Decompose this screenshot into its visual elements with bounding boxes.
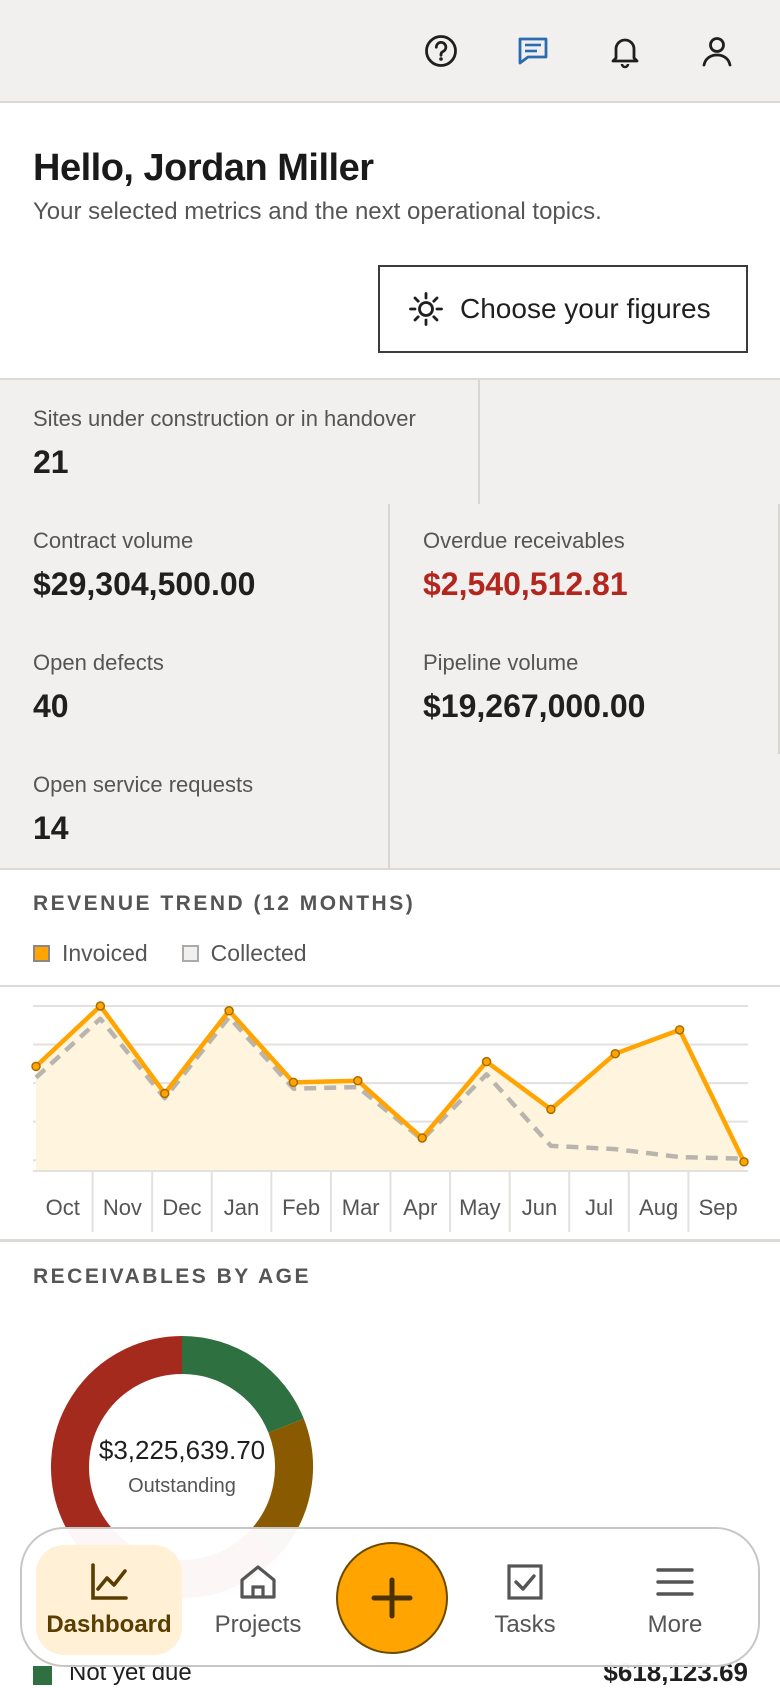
account-icon[interactable]: [694, 28, 740, 74]
nav-projects[interactable]: Projects: [185, 1545, 331, 1655]
nav-dashboard[interactable]: Dashboard: [36, 1545, 182, 1655]
metric-divider: [478, 380, 480, 504]
page-title: Hello, Jordan Miller: [33, 147, 374, 189]
metric-sites[interactable]: Sites under construction or in handover …: [33, 406, 416, 481]
x-tick-label: Sep: [699, 1195, 738, 1220]
donut-segment[interactable]: [181, 1336, 304, 1434]
x-tick-label: Jun: [522, 1195, 557, 1220]
top-app-bar: [0, 0, 780, 103]
invoiced-series-line: [34, 1003, 747, 1163]
invoiced-point: [159, 1088, 170, 1099]
nav-label: Dashboard: [46, 1611, 172, 1638]
notifications-bell-icon[interactable]: [602, 28, 648, 74]
invoiced-point: [353, 1075, 363, 1086]
metric-label: Overdue receivables: [423, 528, 625, 553]
metric-label: Contract volume: [33, 528, 194, 553]
metric-divider: [388, 504, 390, 870]
settings-sun-icon: [409, 292, 443, 326]
home-icon: [240, 1565, 276, 1599]
menu-icon: [656, 1568, 694, 1596]
invoiced-point: [674, 1025, 685, 1035]
metric-overdue-receivables[interactable]: Overdue receivables $2,540,512.81: [423, 528, 628, 603]
create-fab-button[interactable]: [336, 1542, 448, 1654]
metric-label: Open defects: [33, 650, 164, 675]
bottom-navigation: Dashboard Projects Tasks More: [20, 1527, 760, 1667]
x-tick-label: Oct: [46, 1195, 80, 1220]
choose-figures-button[interactable]: Choose your figures: [378, 265, 748, 353]
invoiced-point: [481, 1056, 492, 1067]
invoiced-point: [224, 1006, 234, 1016]
metric-value: 40: [33, 688, 69, 724]
donut-total-label: Outstanding: [128, 1475, 236, 1497]
revenue-trend-card: REVENUE TREND (12 MONTHS) Invoiced Colle…: [0, 870, 780, 1242]
x-tick-label: Apr: [403, 1195, 437, 1220]
x-tick-label: Jul: [585, 1195, 613, 1220]
invoiced-area: [36, 1006, 744, 1171]
messages-icon[interactable]: [510, 28, 556, 74]
legend-invoiced[interactable]: Invoiced: [33, 940, 148, 967]
legend-swatch-invoiced: [33, 945, 50, 962]
legend-collected[interactable]: Collected: [181, 940, 307, 967]
metric-value: $19,267,000.00: [423, 688, 646, 724]
plus-icon: [371, 1577, 413, 1619]
nav-label: More: [647, 1611, 703, 1638]
metric-value: $29,304,500.00: [33, 566, 256, 602]
page-subtitle: Your selected metrics and the next opera…: [33, 198, 602, 225]
invoiced-point: [739, 1157, 749, 1167]
choose-figures-label: Choose your figures: [460, 293, 711, 324]
invoiced-point: [546, 1104, 556, 1115]
legend-swatch-collected: [181, 945, 199, 962]
legend-label: Invoiced: [62, 940, 148, 966]
nav-label: Projects: [214, 1611, 302, 1638]
checkbox-icon: [507, 1564, 543, 1600]
invoiced-point: [417, 1133, 427, 1143]
x-tick-label: May: [459, 1195, 501, 1220]
x-tick-label: Dec: [162, 1195, 201, 1220]
invoiced-point: [31, 1061, 41, 1072]
nav-tasks[interactable]: Tasks: [452, 1545, 598, 1655]
x-tick-label: Aug: [639, 1195, 678, 1220]
x-tick-label: Jan: [224, 1195, 259, 1220]
x-tick-label: Feb: [282, 1195, 320, 1220]
nav-label: Tasks: [494, 1611, 556, 1638]
metric-label: Open service requests: [33, 772, 254, 797]
invoiced-point: [610, 1048, 621, 1059]
chart-legend: Invoiced Collected: [33, 940, 307, 967]
invoiced-point: [288, 1077, 299, 1088]
x-tick-label: Nov: [103, 1195, 142, 1220]
legend-label: Collected: [210, 940, 307, 966]
metric-value: 21: [33, 444, 69, 480]
metric-label: Sites under construction or in handover: [33, 406, 416, 431]
metric-divider: [778, 504, 780, 754]
metric-open-defects[interactable]: Open defects 40: [33, 650, 164, 725]
metrics-panel: Sites under construction or in handover …: [0, 380, 780, 870]
metric-value: $2,540,512.81: [423, 566, 628, 602]
receivables-title: RECEIVABLES BY AGE: [33, 1265, 311, 1288]
help-icon[interactable]: [418, 28, 464, 74]
revenue-line-chart: Oct Nov Dec Jan Feb Mar Apr May Jun Jul Aug Sep: [31, 1001, 749, 1232]
metric-label: Pipeline volume: [423, 650, 579, 675]
donut-total: $3,225,639.70: [98, 1435, 266, 1465]
greeting-section: Hello, Jordan Miller Your selected metri…: [0, 103, 780, 380]
metric-pipeline-volume[interactable]: Pipeline volume $19,267,000.00: [423, 650, 645, 725]
legend-divider: [0, 985, 780, 987]
invoiced-point: [95, 1001, 106, 1011]
metric-value: 14: [33, 810, 69, 846]
revenue-trend-title: REVENUE TREND (12 MONTHS): [33, 892, 416, 915]
x-tick-label: Mar: [342, 1195, 380, 1220]
metric-service-requests[interactable]: Open service requests 14: [33, 772, 253, 847]
legend-swatch-not-yet-due: [33, 1666, 52, 1685]
chart-line-icon: [91, 1563, 128, 1600]
metric-contract-volume[interactable]: Contract volume $29,304,500.00: [33, 528, 255, 603]
nav-more[interactable]: More: [602, 1545, 748, 1655]
